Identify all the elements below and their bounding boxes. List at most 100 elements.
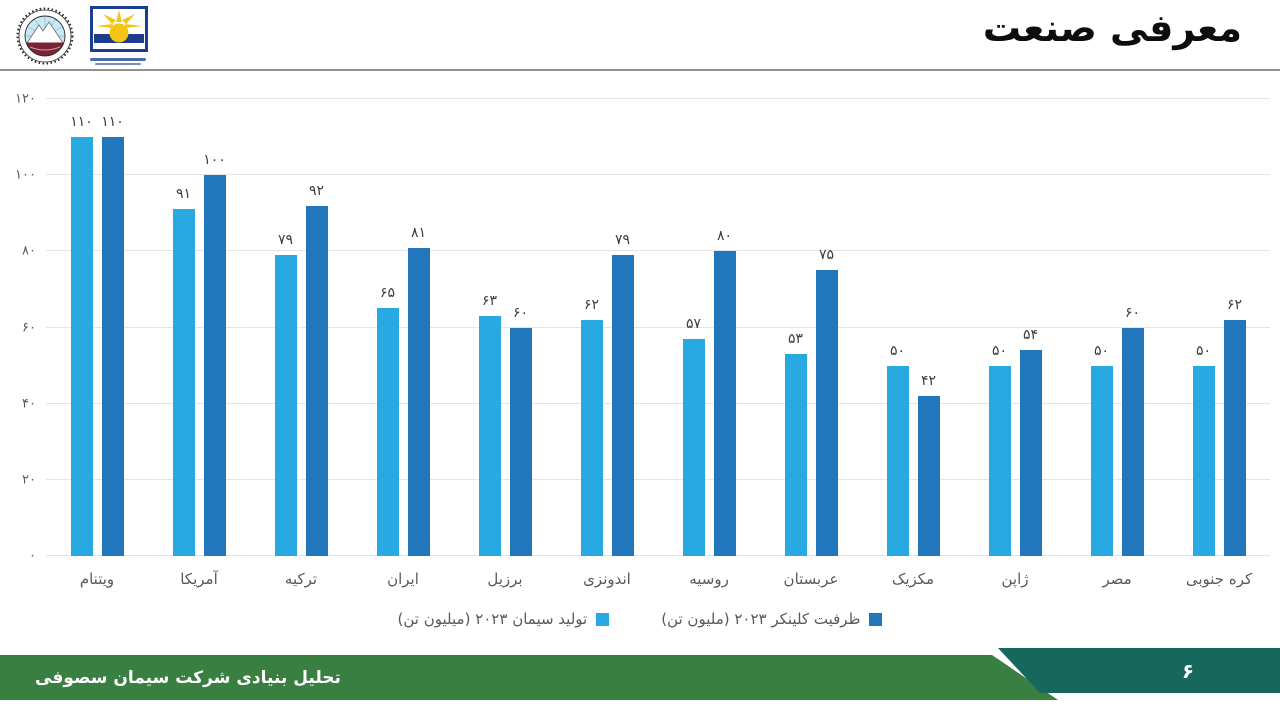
bar-value-label: ۵۰: [1093, 342, 1110, 359]
bar-value-label: ۵۰: [1195, 342, 1212, 359]
y-tick-label: ۰: [29, 548, 36, 564]
x-category-label: اندونزی: [583, 570, 631, 588]
bar-value-label: ۴۲: [920, 373, 937, 390]
grid-line: [46, 402, 1270, 404]
y-tick-label: ۲۰: [22, 472, 36, 488]
bar: ۵۰: [886, 343, 909, 556]
bar-chart: ۰ ۲۰ ۴۰ ۶۰ ۸۰ ۱۰۰ ۱۲۰ ۱۱۰ ۱۱۰ ۹۱ ۱۰۰ ۷۹ ۹۲ ۶۵ ۸۱ ۶۳ ۶۰ ۶…: [0, 93, 1280, 563]
bar: ۷۹: [611, 232, 634, 556]
chart-legend: ظرفیت کلینکر ۲۰۲۳ (ملیون تن) تولید سیمان …: [0, 610, 1280, 628]
bar: ۵۷: [682, 316, 705, 556]
bar-value-label: ۸۰: [716, 228, 733, 245]
x-category-label: ترکیه: [284, 570, 318, 588]
bar-value-label: ۶۰: [1124, 304, 1141, 321]
bar-value-label: ۷۹: [614, 232, 631, 249]
page-title: معرفی صنعت: [982, 6, 1242, 50]
bar-value-label: ۸۱: [410, 224, 427, 241]
bar: ۵۰: [1192, 343, 1215, 556]
legend-label: ظرفیت کلینکر ۲۰۲۳ (ملیون تن): [661, 610, 861, 628]
bar-value-label: ۱۱۰: [70, 114, 93, 131]
x-category-label: روسیه: [689, 570, 729, 588]
legend-item: ظرفیت کلینکر ۲۰۲۳ (ملیون تن): [661, 610, 883, 628]
y-tick-label: ۱۰۰: [15, 167, 36, 183]
bar: ۶۵: [376, 285, 399, 556]
bar: ۹۲: [305, 183, 328, 556]
x-axis-labels: ویتنام آمریکا ترکیه ایران برزیل اندونزی روسیه ع…: [46, 570, 1270, 588]
bar-group: ۶۵ ۸۱: [352, 99, 454, 556]
bar: ۱۰۰: [203, 152, 226, 556]
bar-value-label: ۵۳: [787, 331, 804, 348]
bar-group: ۵۰ ۶۰: [1066, 99, 1168, 556]
bar: ۷۹: [274, 232, 297, 556]
x-category-label: ایران: [387, 570, 419, 588]
bar: ۶۲: [1223, 297, 1246, 556]
grid-line: [46, 326, 1270, 328]
sunrise-logo-caption: [90, 58, 146, 65]
bar: ۶۰: [1121, 305, 1144, 556]
bar-value-label: ۵۷: [685, 315, 702, 332]
bar: ۵۴: [1019, 327, 1042, 556]
bar-group: ۵۷ ۸۰: [658, 99, 760, 556]
bar: ۶۰: [509, 305, 532, 556]
bar-value-label: ۷۵: [818, 247, 835, 264]
legend-swatch: [869, 612, 883, 626]
bar: ۵۰: [1090, 343, 1113, 556]
x-category-label: ژاپن: [1001, 570, 1029, 588]
bar-groups: ۱۱۰ ۱۱۰ ۹۱ ۱۰۰ ۷۹ ۹۲ ۶۵ ۸۱ ۶۳ ۶۰ ۶۲ ۷۹ ۵۷ ۸۰ ۵۳ ۷۵ ۵۰ ۴۲ ۵…: [46, 99, 1270, 556]
bar-value-label: ۵۰: [991, 342, 1008, 359]
page-number: ۶: [1181, 658, 1195, 683]
grid-line: [46, 98, 1270, 99]
legend-item: تولید سیمان ۲۰۲۳ (میلیون تن): [398, 610, 610, 628]
sunrise-logo: [90, 6, 148, 52]
x-category-label: ویتنام: [79, 570, 115, 588]
footer-left-band: تحلیل بنیادی شرکت سیمان سصوفی: [0, 655, 1058, 700]
bar: ۸۱: [407, 225, 430, 556]
bar: ۹۱: [172, 186, 195, 556]
bar-value-label: ۶۵: [379, 285, 396, 302]
bar: ۵۰: [988, 343, 1011, 556]
bar-value-label: ۶۳: [481, 293, 498, 310]
y-tick-label: ۶۰: [22, 320, 36, 335]
bar: ۱۱۰: [101, 114, 124, 556]
x-category-label: آمریکا: [180, 570, 218, 588]
x-category-label: کره جنوبی: [1185, 570, 1253, 588]
bar-value-label: ۶۲: [583, 296, 600, 313]
bar-group: ۵۳ ۷۵: [760, 99, 862, 556]
bar-value-label: ۹۱: [175, 186, 192, 203]
bar: ۷۵: [815, 247, 838, 556]
legend-label: تولید سیمان ۲۰۲۳ (میلیون تن): [397, 610, 588, 628]
footer-text: تحلیل بنیادی شرکت سیمان سصوفی: [35, 667, 341, 688]
bar-group: ۵۰ ۶۲: [1168, 99, 1270, 556]
bar: ۶۳: [478, 293, 501, 556]
header-logos: [16, 6, 148, 66]
x-category-label: مصر: [1102, 570, 1132, 588]
bar-value-label: ۵۴: [1022, 327, 1039, 344]
header-divider: [0, 69, 1280, 71]
bar-group: ۷۹ ۹۲: [250, 99, 352, 556]
bar-value-label: ۷۹: [277, 232, 294, 249]
x-category-label: عربستان: [783, 570, 839, 588]
bar: ۸۰: [713, 228, 736, 556]
bar-value-label: ۱۱۰: [101, 114, 124, 131]
bar: ۶۲: [580, 297, 603, 556]
bar: ۵۳: [784, 331, 807, 556]
grid-line: [46, 250, 1270, 252]
bar-group: ۱۱۰ ۱۱۰: [46, 99, 148, 556]
bar-group: ۶۲ ۷۹: [556, 99, 658, 556]
bar-value-label: ۶۲: [1226, 296, 1243, 313]
bar-group: ۵۰ ۵۴: [964, 99, 1066, 556]
plot-area: ۱۱۰ ۱۱۰ ۹۱ ۱۰۰ ۷۹ ۹۲ ۶۵ ۸۱ ۶۳ ۶۰ ۶۲ ۷۹ ۵۷ ۸۰ ۵۳ ۷۵ ۵۰ ۴۲ ۵…: [46, 98, 1270, 556]
y-axis: ۰ ۲۰ ۴۰ ۶۰ ۸۰ ۱۰۰ ۱۲۰: [0, 93, 46, 563]
bar-value-label: ۹۲: [308, 182, 325, 199]
bar: ۱۱۰: [70, 114, 93, 556]
bar-value-label: ۶۰: [512, 304, 529, 321]
grid-line: [46, 478, 1270, 480]
footer-right-band: [998, 648, 1280, 693]
y-tick-label: ۱۲۰: [15, 91, 36, 107]
bar-group: ۵۰ ۴۲: [862, 99, 964, 556]
bar-group: ۹۱ ۱۰۰: [148, 99, 250, 556]
sunrise-logo-block: [90, 6, 148, 65]
grid-line: [46, 555, 1270, 556]
bar-value-label: ۱۰۰: [203, 152, 226, 169]
